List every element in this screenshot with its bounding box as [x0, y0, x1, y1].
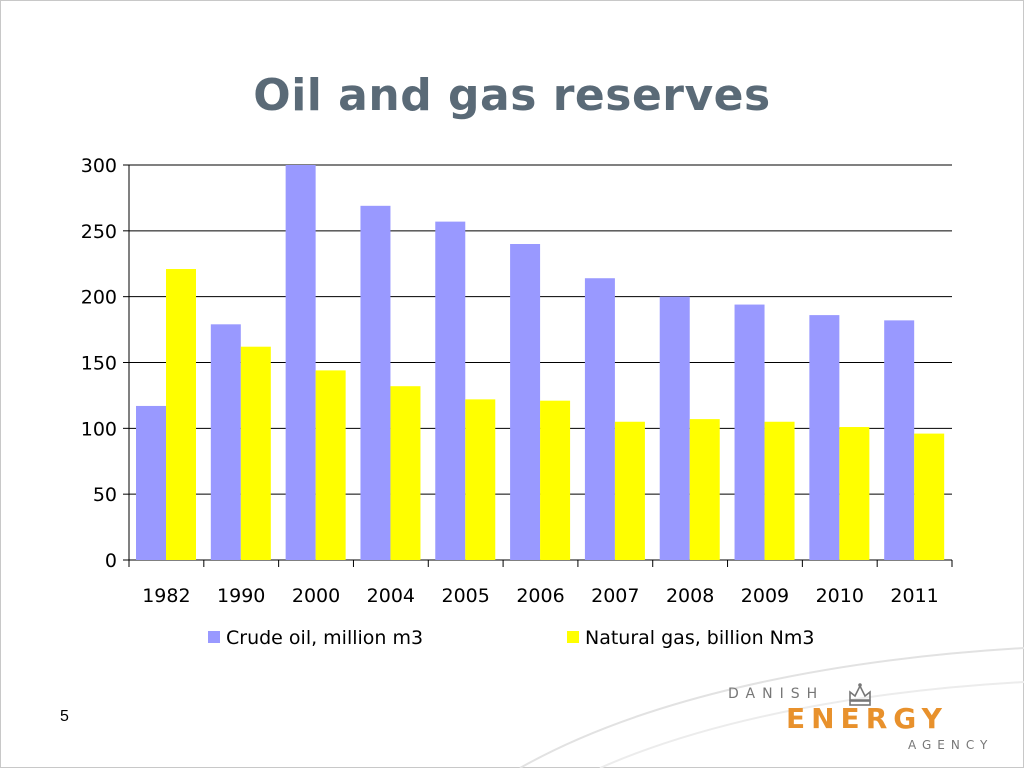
bar-natural-gas [540, 400, 571, 560]
bar-natural-gas [240, 346, 271, 560]
danish-energy-agency-logo: DANISH ENERGY AGENCY [519, 647, 1024, 768]
x-tick-label: 2006 [516, 585, 564, 607]
x-tick-label: 1990 [217, 585, 265, 607]
bar-natural-gas [764, 421, 795, 560]
bar-crude-oil [659, 296, 690, 560]
bar-natural-gas [839, 427, 870, 560]
bar-crude-oil [510, 244, 541, 560]
crown-icon [849, 683, 871, 706]
bar-crude-oil [584, 278, 615, 560]
x-tick-label: 2004 [367, 585, 415, 607]
bar-crude-oil [884, 320, 915, 560]
logo-text-energy: ENERGY [786, 702, 948, 735]
bar-crude-oil [210, 324, 241, 560]
x-tick-label: 2000 [292, 585, 340, 607]
bar-crude-oil [360, 205, 391, 561]
bar-natural-gas [689, 419, 720, 560]
bar-crude-oil [734, 304, 765, 560]
legend-label: Natural gas, billion Nm3 [585, 627, 815, 649]
bar-crude-oil [435, 221, 466, 560]
x-tick-label: 1982 [142, 585, 190, 607]
x-tick-label: 2009 [741, 585, 789, 607]
legend-label: Crude oil, million m3 [226, 627, 423, 649]
logo-text-agency: AGENCY [908, 738, 994, 752]
bar-natural-gas [390, 386, 421, 560]
bar-chart: 0 50 100 150 200 250 300 1982 1990 2000 2004 2005 20… [81, 155, 953, 649]
y-tick-label: 250 [81, 221, 117, 243]
x-tick-label: 2010 [816, 585, 864, 607]
bar-natural-gas [914, 433, 945, 560]
y-tick-label: 100 [81, 418, 117, 440]
y-tick-label: 200 [81, 287, 117, 309]
bar-crude-oil [285, 165, 316, 560]
x-tick-label: 2007 [591, 585, 639, 607]
x-tick-label: 2011 [890, 585, 938, 607]
page-number: 5 [60, 708, 69, 725]
y-tick-label: 50 [93, 484, 117, 506]
y-tick-label: 0 [105, 550, 117, 572]
bar-crude-oil [136, 405, 166, 560]
legend-swatch [567, 631, 579, 643]
x-tick-label: 2005 [442, 585, 490, 607]
legend-swatch [208, 631, 220, 643]
y-tick-label: 150 [81, 353, 117, 375]
bar-natural-gas [166, 269, 196, 560]
logo-text-danish: DANISH [728, 686, 825, 702]
bar-natural-gas [614, 421, 645, 560]
slide-title: Oil and gas reserves [253, 70, 771, 121]
bar-natural-gas [465, 399, 496, 560]
y-tick-label: 300 [81, 155, 117, 177]
bar-natural-gas [315, 370, 346, 560]
bar-crude-oil [809, 315, 840, 560]
x-tick-label: 2008 [666, 585, 714, 607]
